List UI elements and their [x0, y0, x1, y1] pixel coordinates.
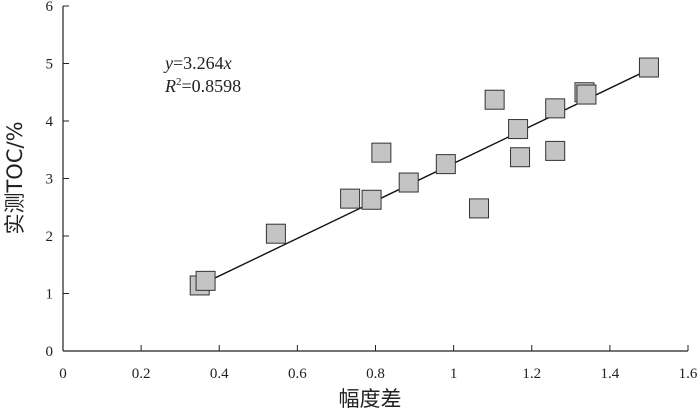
equation-rest: =3.264 — [173, 53, 224, 73]
data-point-11 — [510, 147, 531, 168]
data-point-13 — [545, 140, 566, 161]
data-point-15 — [576, 84, 597, 105]
data-point-5 — [371, 142, 392, 163]
x-tick-label-5: 1 — [450, 366, 458, 382]
equation-var-y: y — [163, 53, 173, 73]
data-point-16 — [638, 57, 659, 78]
y-axis-title: 实测TOC/% — [3, 121, 27, 234]
fit-annotation: y=3.264x R2=0.8598 — [163, 53, 241, 96]
y-tick-label-3: 3 — [46, 172, 54, 188]
data-point-8 — [469, 198, 490, 219]
equation-label: y=3.264x — [163, 53, 232, 73]
y-tick-label-0: 0 — [46, 344, 54, 360]
data-point-6 — [398, 172, 419, 193]
x-tick-label-3: 0.6 — [288, 366, 307, 382]
y-tick-label-1: 1 — [46, 287, 54, 303]
x-tick-label-0: 0 — [59, 366, 67, 382]
data-point-7 — [435, 154, 456, 175]
data-point-12 — [545, 98, 566, 119]
data-point-2 — [265, 223, 286, 244]
r2-superscript: 2 — [176, 76, 182, 88]
data-points — [189, 57, 659, 296]
x-tick-label-6: 1.2 — [522, 366, 541, 382]
r-squared-label: R2=0.8598 — [164, 76, 241, 96]
x-axis-title: 幅度差 — [339, 387, 402, 411]
x-tick-label-7: 1.4 — [601, 366, 620, 382]
equation-var-x: x — [223, 53, 232, 73]
x-tick-label-2: 0.4 — [210, 366, 229, 382]
r2-value: =0.8598 — [182, 76, 242, 96]
data-point-1 — [195, 270, 216, 291]
ticks: 0 0.2 0.4 0.6 0.8 1 1.2 1.4 1.6 0 1 2 3 4 5 6 — [46, 0, 698, 382]
data-point-4 — [361, 189, 382, 210]
y-tick-label-6: 6 — [46, 0, 54, 15]
data-point-3 — [340, 188, 361, 209]
y-tick-label-4: 4 — [46, 114, 54, 130]
x-tick-label-1: 0.2 — [132, 366, 151, 382]
axes — [62, 6, 688, 352]
r2-var: R — [164, 76, 176, 96]
x-tick-label-8: 1.6 — [679, 366, 698, 382]
fit-line — [207, 68, 650, 283]
data-point-9 — [484, 89, 505, 110]
x-tick-label-4: 0.8 — [366, 366, 385, 382]
y-tick-label-5: 5 — [46, 57, 54, 73]
y-tick-label-2: 2 — [46, 229, 54, 245]
data-point-10 — [508, 119, 529, 140]
